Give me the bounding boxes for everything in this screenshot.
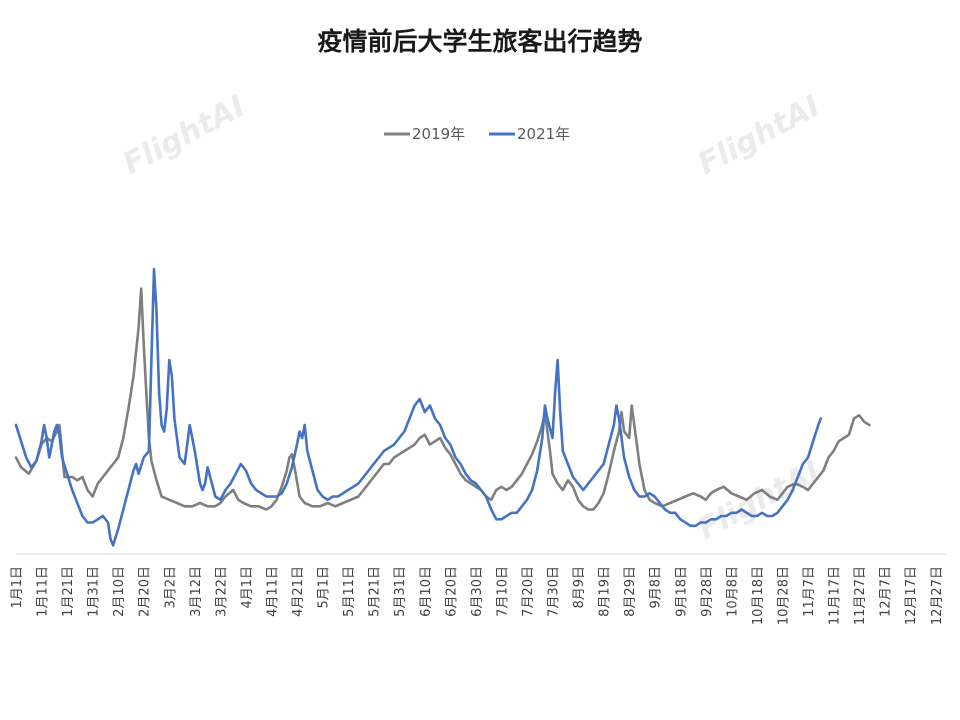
x-tick-label: 10月8日 (725, 566, 740, 617)
x-tick-label: 9月28日 (700, 566, 715, 617)
x-tick-label: 3月12日 (189, 566, 204, 617)
x-tick-label: 7月20日 (521, 566, 536, 617)
x-tick-label: 8月9日 (572, 566, 587, 609)
x-tick-label: 1月21日 (61, 566, 76, 617)
x-tick-label: 5月1日 (317, 566, 332, 609)
x-tick-label: 10月18日 (751, 566, 766, 625)
x-tick-label: 11月27日 (853, 566, 868, 625)
x-tick-label: 12月17日 (904, 566, 919, 625)
x-tick-label: 6月30日 (470, 566, 485, 617)
x-tick-label: 1月31日 (87, 566, 102, 617)
x-tick-label: 2月10日 (112, 566, 127, 617)
series-line-2019 (14, 287, 871, 511)
x-tick-label: 8月29日 (623, 566, 638, 617)
x-tick-labels: 1月1日 1月11日 1月21日 1月31日 2月10日 2月20日 3月2日 3月12日 3月… (10, 566, 945, 625)
x-tick-label: 8月19日 (598, 566, 613, 617)
x-tick-label: 6月20日 (444, 566, 459, 617)
x-tick-label: 4月1日 (240, 566, 255, 609)
x-tick-label: 11月17日 (828, 566, 843, 625)
x-tick-label: 7月10日 (495, 566, 510, 617)
watermark-text: FlightAI (692, 89, 826, 182)
x-tick-label: 12月7日 (879, 566, 894, 617)
legend-label-2019: 2019年 (412, 125, 465, 143)
x-tick-label: 12月27日 (930, 566, 945, 625)
legend-label-2021: 2021年 (517, 125, 570, 143)
chart-title: 疫情前后大学生旅客出行趋势 (317, 27, 642, 56)
x-tick-label: 1月1日 (10, 566, 25, 609)
legend: 2019年 2021年 (384, 125, 570, 143)
x-tick-label: 9月8日 (649, 566, 664, 609)
x-tick-label: 5月31日 (393, 566, 408, 617)
x-tick-label: 1月11日 (36, 566, 51, 617)
x-tick-label: 11月7日 (802, 566, 817, 617)
watermark-text: FlightAI (117, 89, 251, 182)
x-tick-label: 5月11日 (342, 566, 357, 617)
x-tick-label: 10月28日 (776, 566, 791, 625)
x-tick-label: 5月21日 (368, 566, 383, 617)
x-tick-label: 3月2日 (163, 566, 178, 609)
x-tick-label: 4月11日 (265, 566, 280, 617)
series-layer (14, 267, 871, 547)
x-tick-label: 9月18日 (674, 566, 689, 617)
series-line-2021 (14, 267, 823, 547)
watermark-text: FlightAI (692, 454, 826, 547)
x-tick-label: 6月10日 (419, 566, 434, 617)
x-tick-label: 7月30日 (547, 566, 562, 617)
x-tick-label: 3月22日 (214, 566, 229, 617)
x-tick-label: 4月21日 (291, 566, 306, 617)
x-tick-label: 2月20日 (138, 566, 153, 617)
